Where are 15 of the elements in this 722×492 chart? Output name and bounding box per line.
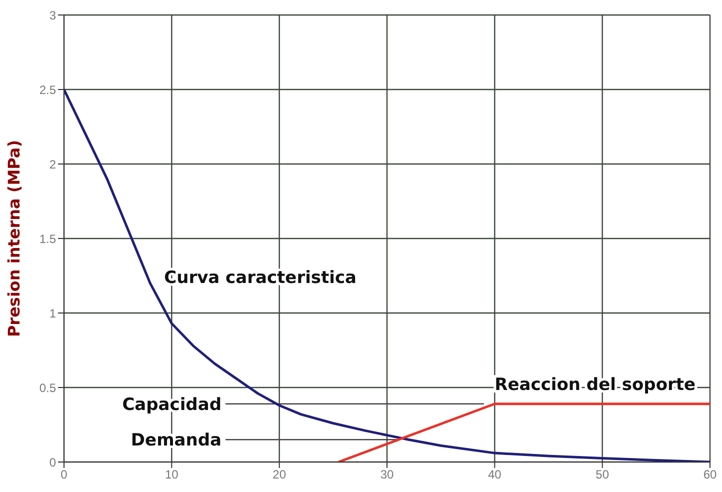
y-tick-label: 3 (49, 8, 56, 22)
y-tick-label: 0 (49, 455, 56, 470)
x-tick-label: 10 (164, 468, 179, 482)
y-tick-label: 2 (49, 157, 56, 172)
y-tick-label: 1 (49, 306, 56, 320)
x-tick-label: 30 (380, 468, 394, 482)
x-tick-label: 60 (703, 468, 717, 482)
x-tick-label: 20 (272, 468, 286, 482)
y-axis-title: Presion interna (MPa) (4, 140, 24, 338)
x-tick-label: 0 (60, 468, 68, 482)
x-tick-label: 40 (488, 468, 502, 482)
x-tick-label: 50 (596, 468, 610, 482)
y-tick-label: 2.5 (39, 82, 56, 97)
y-tick-label: 0.5 (39, 380, 56, 395)
y-tick-label: 1.5 (39, 232, 56, 246)
